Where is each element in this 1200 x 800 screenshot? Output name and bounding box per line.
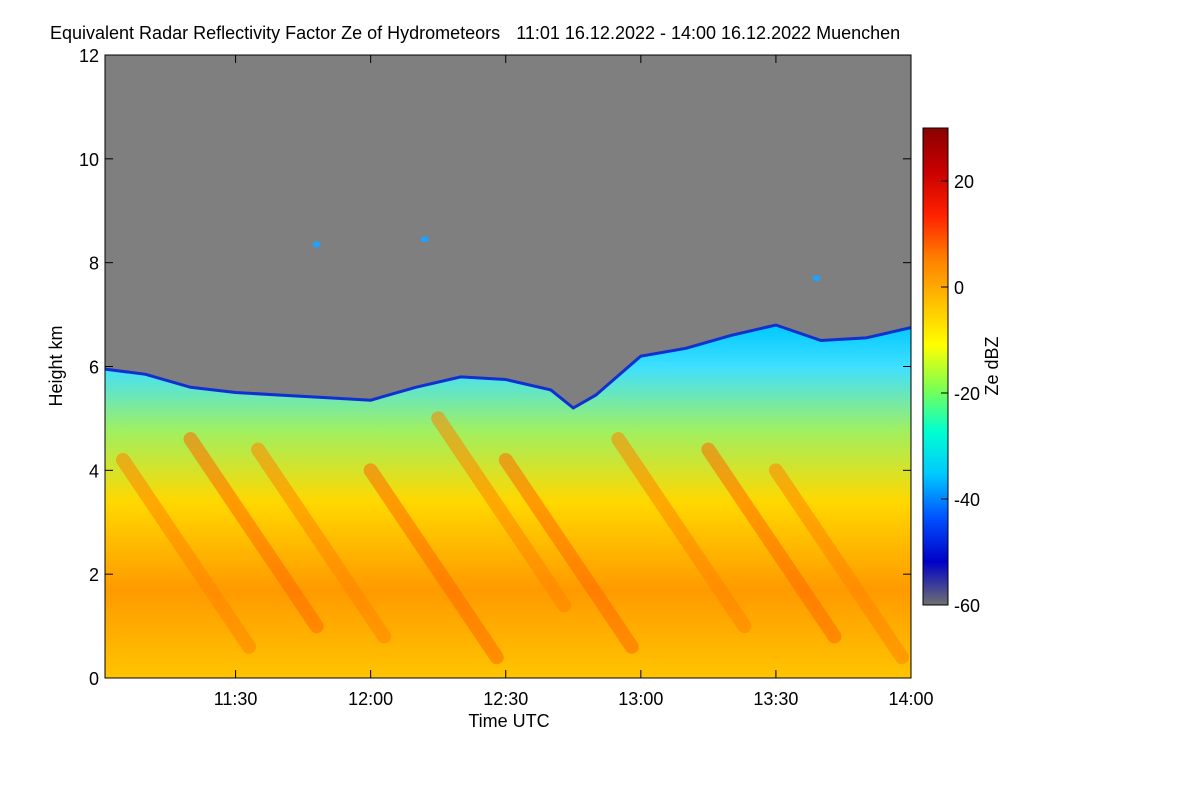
fall-streak xyxy=(251,442,392,644)
fall-streak xyxy=(768,463,909,665)
y-tick-label: 10 xyxy=(79,150,99,170)
x-tick-label: 11:30 xyxy=(214,689,258,709)
y-tick-label: 8 xyxy=(89,254,99,274)
y-tick-label: 4 xyxy=(89,461,99,481)
fall-streak xyxy=(701,442,842,644)
y-tick-label: 2 xyxy=(89,565,99,585)
fall-streak xyxy=(116,452,257,654)
x-tick-label: 14:00 xyxy=(888,689,933,709)
chart-title: Equivalent Radar Reflectivity Factor Ze … xyxy=(50,23,900,43)
y-axis: 0 2 4 6 8 10 12 xyxy=(79,46,911,689)
colorbar-ticks: 20 0 -20 -40 -60 xyxy=(941,172,980,616)
isolated-echo xyxy=(420,236,429,243)
x-tick-label: 13:00 xyxy=(618,689,663,709)
fall-streak xyxy=(431,411,572,613)
isolated-echo xyxy=(312,241,321,248)
y-tick-label: 0 xyxy=(89,669,99,689)
x-tick-label: 12:30 xyxy=(483,689,528,709)
colorbar-tick-label: 0 xyxy=(954,278,964,298)
isolated-echoes xyxy=(312,236,821,282)
y-tick-label: 12 xyxy=(79,46,99,66)
colorbar-scale xyxy=(922,127,949,606)
colorbar-tick-label: -60 xyxy=(954,596,980,616)
title-location: Muenchen xyxy=(816,23,900,43)
title-main: Equivalent Radar Reflectivity Factor Ze … xyxy=(50,23,500,43)
y-tick-label: 6 xyxy=(89,358,99,378)
y-axis-label: Height km xyxy=(46,325,66,406)
fall-streak xyxy=(183,432,324,634)
colorbar-label: Ze dBZ xyxy=(982,336,1002,395)
echo-streaks xyxy=(116,411,909,665)
colorbar-tick-label: -40 xyxy=(954,490,980,510)
x-axis: 11:30 12:00 12:30 13:00 13:30 14:00 xyxy=(214,55,934,709)
title-time-range: 11:01 16.12.2022 - 14:00 16.12.2022 xyxy=(516,23,811,43)
fall-streak xyxy=(611,432,752,634)
colorbar-tick-label: -20 xyxy=(954,384,980,404)
x-tick-label: 13:30 xyxy=(753,689,798,709)
echo-field xyxy=(105,325,911,678)
plot-area xyxy=(104,54,912,679)
x-axis-label: Time UTC xyxy=(468,711,549,731)
isolated-echo xyxy=(812,275,821,282)
echo-top-edge xyxy=(105,323,911,410)
fall-streak xyxy=(363,463,504,665)
fall-streak xyxy=(498,452,639,654)
x-tick-label: 12:00 xyxy=(348,689,393,709)
colorbar: 20 0 -20 -40 -60 Ze dBZ xyxy=(922,127,1002,616)
colorbar-tick-label: 20 xyxy=(954,172,974,192)
